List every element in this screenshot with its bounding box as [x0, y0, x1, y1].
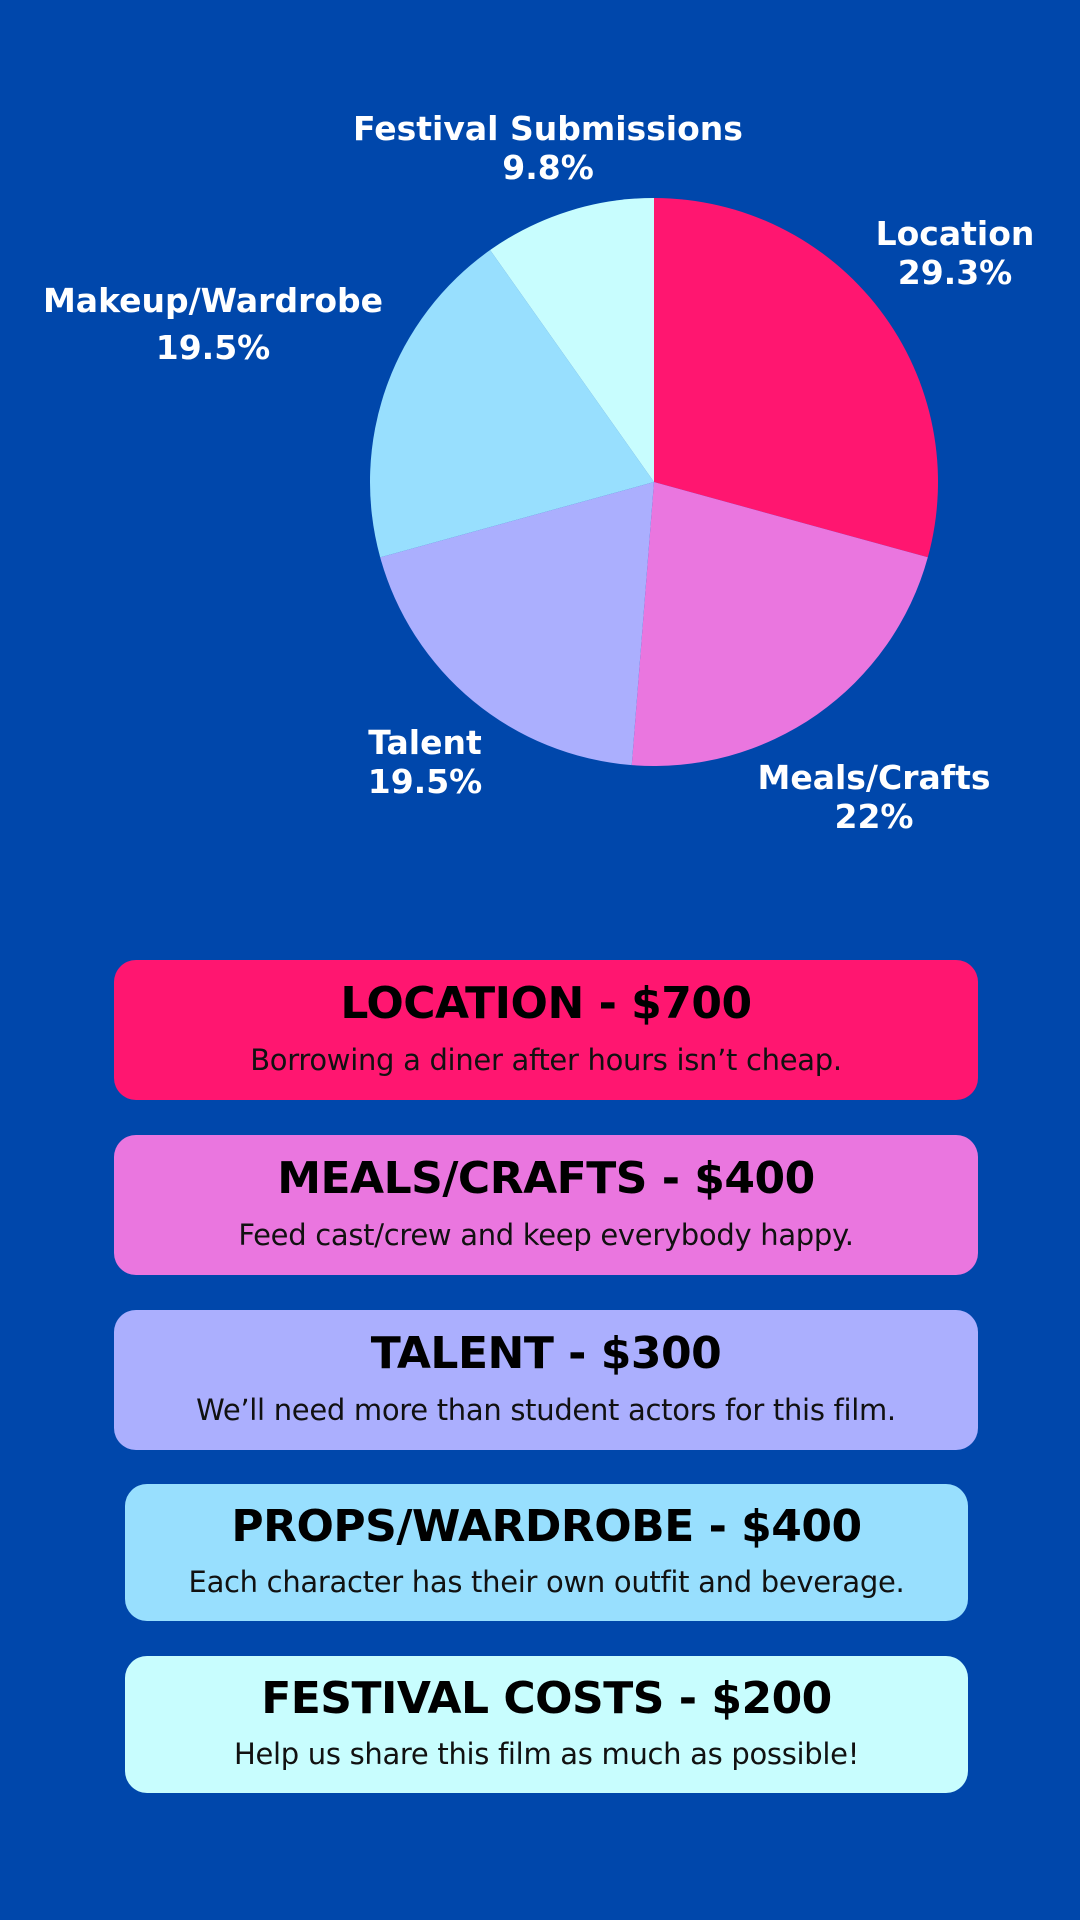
- card-meals: MEALS/CRAFTS - $400 Feed cast/crew and k…: [114, 1135, 978, 1275]
- card-title-meals: MEALS/CRAFTS - $400: [277, 1153, 815, 1204]
- pie-slice-festival: [490, 198, 654, 482]
- pie-chart: Location 29.3% Meals/Crafts 22% Talent 1…: [43, 109, 1035, 836]
- card-desc-meals: Feed cast/crew and keep everybody happy.: [238, 1218, 854, 1252]
- card-title-talent: TALENT - $300: [370, 1328, 722, 1379]
- pie-value-meals: 22%: [835, 797, 914, 836]
- card-desc-talent: We’ll need more than student actors for …: [196, 1393, 896, 1427]
- card-talent: TALENT - $300 We’ll need more than stude…: [114, 1310, 978, 1450]
- pie-slice-meals: [631, 482, 928, 767]
- card-festival: FESTIVAL COSTS - $200 Help us share this…: [125, 1656, 968, 1793]
- card-title-props-wardrobe: PROPS/WARDROBE - $400: [231, 1501, 862, 1552]
- pie-slice-makeup: [369, 250, 654, 558]
- pie-label-makeup: Makeup/Wardrobe: [43, 281, 383, 320]
- pie-value-festival: 9.8%: [502, 148, 594, 187]
- card-props-wardrobe: PROPS/WARDROBE - $400 Each character has…: [125, 1484, 968, 1621]
- pie-value-talent: 19.5%: [368, 762, 483, 801]
- card-location: LOCATION - $700 Borrowing a diner after …: [114, 960, 978, 1100]
- card-title-festival: FESTIVAL COSTS - $200: [261, 1673, 832, 1724]
- pie-label-festival: Festival Submissions: [353, 109, 743, 148]
- pie-slice-talent: [380, 482, 654, 766]
- card-title-location: LOCATION - $700: [340, 978, 752, 1029]
- pie-label-meals: Meals/Crafts: [757, 758, 990, 797]
- pie-slices: [369, 198, 939, 767]
- pie-value-location: 29.3%: [898, 253, 1013, 292]
- card-desc-festival: Help us share this film as much as possi…: [233, 1737, 860, 1771]
- pie-label-location: Location: [876, 214, 1035, 253]
- card-desc-location: Borrowing a diner after hours isn’t chea…: [250, 1043, 842, 1077]
- card-desc-props-wardrobe: Each character has their own outfit and …: [188, 1565, 905, 1599]
- pie-label-talent: Talent: [368, 723, 482, 762]
- pie-value-makeup: 19.5%: [156, 328, 271, 367]
- pie-slice-location: [654, 198, 939, 558]
